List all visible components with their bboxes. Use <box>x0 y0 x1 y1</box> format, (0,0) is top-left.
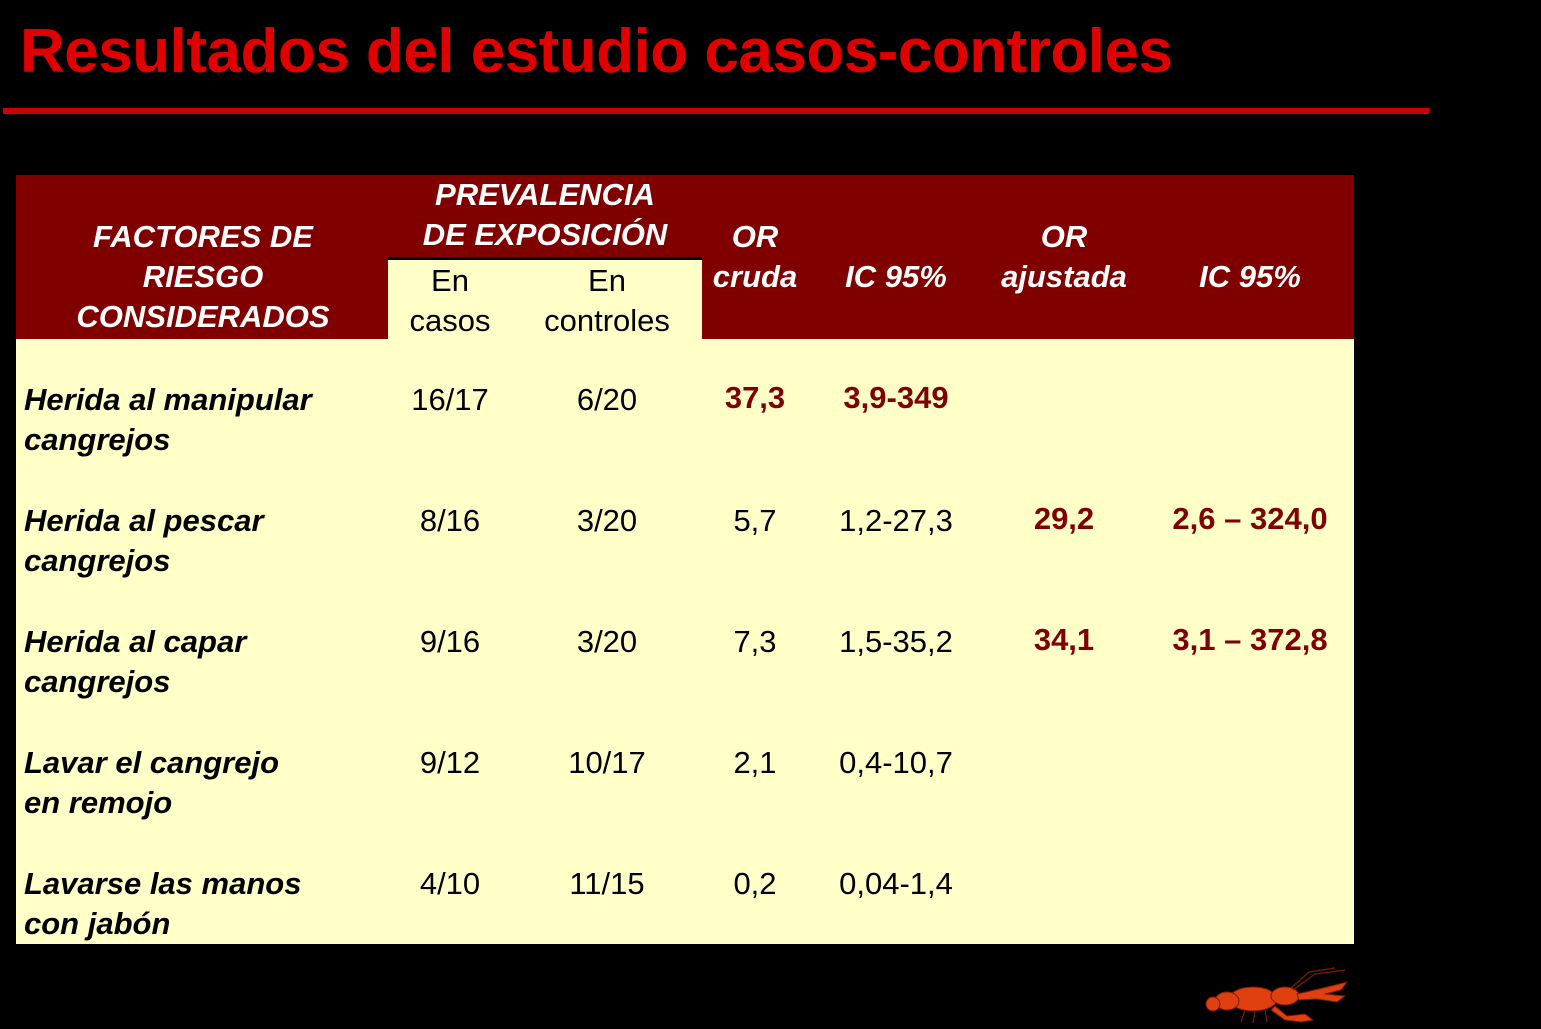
cell-controles: 6/20 <box>576 382 638 417</box>
cell-ic95-adjusted: 3,1 – 372,8 <box>1172 622 1328 657</box>
cell-factor: Herida al pescar cangrejos <box>24 503 264 578</box>
cell-or-cruda: 5,7 <box>733 503 777 538</box>
cell-factor: Lavarse las manos con jabón <box>24 866 302 941</box>
table-row: Lavar el cangrejo en remojo 9/12 10/17 2,1 0,… <box>16 743 1354 864</box>
cell-or-ajustada: 34,1 <box>1033 622 1095 657</box>
cell-ic95-crude: 3,9-349 <box>843 380 949 415</box>
cell-factor: Herida al capar cangrejos <box>24 624 247 699</box>
table-row: Herida al manipular cangrejos 16/17 6/20 37,… <box>16 380 1354 501</box>
cell-ic95-crude: 1,2-27,3 <box>839 503 953 538</box>
cell-or-cruda: 0,2 <box>733 866 777 901</box>
slide-title: Resultados del estudio casos-controles <box>20 17 1173 86</box>
title-underline <box>3 108 1429 114</box>
cell-casos: 9/12 <box>419 745 481 780</box>
cell-or-cruda: 7,3 <box>733 624 777 659</box>
header-or-ajustada: OR ajustada <box>1001 219 1127 294</box>
cell-controles: 3/20 <box>576 503 638 538</box>
header-ic95-crude: IC 95% <box>845 259 947 294</box>
cell-ic95-crude: 0,04-1,4 <box>839 866 953 901</box>
header-or-cruda: OR cruda <box>712 219 798 294</box>
cell-casos: 4/10 <box>419 866 481 901</box>
cell-factor: Lavar el cangrejo en remojo <box>24 745 280 820</box>
prevalence-subheader <box>388 259 702 339</box>
cell-ic95-crude: 1,5-35,2 <box>839 624 953 659</box>
results-table: FACTORES DE RIESGO CONSIDERADOS PREVALEN… <box>16 175 1354 944</box>
cell-casos: 8/16 <box>419 503 481 538</box>
cell-casos: 9/16 <box>419 624 481 659</box>
cell-or-cruda: 2,1 <box>733 745 777 780</box>
cell-ic95-crude: 0,4-10,7 <box>839 745 953 780</box>
cell-controles: 10/17 <box>568 745 646 780</box>
header-en-controles: En controles <box>544 263 670 338</box>
header-prevalence: PREVALENCIA DE EXPOSICIÓN <box>422 177 668 252</box>
cell-factor: Herida al manipular cangrejos <box>24 382 312 457</box>
cell-controles: 3/20 <box>576 624 638 659</box>
table-row: Lavarse las manos con jabón 4/10 11/15 0,2 0,… <box>16 864 1354 985</box>
cell-or-cruda: 37,3 <box>724 380 786 415</box>
header-factors: FACTORES DE RIESGO CONSIDERADOS <box>76 219 330 334</box>
cell-ic95-adjusted: 2,6 – 324,0 <box>1172 501 1328 536</box>
crayfish-icon <box>1205 967 1349 1024</box>
prevalence-divider <box>388 257 702 260</box>
cell-casos: 16/17 <box>411 382 489 417</box>
header-ic95-adjusted: IC 95% <box>1199 259 1301 294</box>
table-row: Herida al pescar cangrejos 8/16 3/20 5,7 1,2-… <box>16 501 1354 622</box>
cell-or-ajustada: 29,2 <box>1033 501 1095 536</box>
cell-controles: 11/15 <box>569 866 645 901</box>
header-en-casos: En casos <box>409 263 491 338</box>
table-row: Herida al capar cangrejos 9/16 3/20 7,3 1,5-3… <box>16 622 1354 743</box>
